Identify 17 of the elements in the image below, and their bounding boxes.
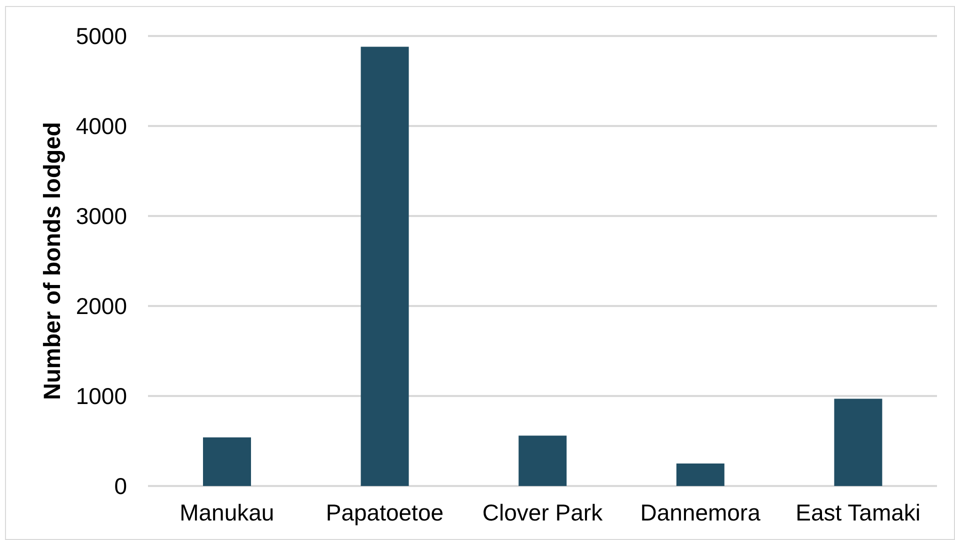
bar (360, 46, 409, 486)
y-axis-title: Number of bonds lodged (39, 122, 65, 400)
bar (518, 436, 567, 486)
x-tick-label: East Tamaki (796, 499, 921, 526)
bar (203, 437, 251, 486)
x-tick-label: Manukau (180, 499, 274, 526)
bar (676, 464, 724, 486)
x-tick-label: Papatoetoe (326, 499, 444, 526)
x-tick-label: Clover Park (482, 499, 604, 526)
y-tick-label: 1000 (76, 383, 127, 410)
bar (834, 398, 882, 486)
y-tick-label: 2000 (76, 293, 127, 320)
x-tick-label: Dannemora (640, 499, 761, 526)
y-tick-label: 4000 (76, 113, 127, 140)
y-tick-label: 0 (114, 473, 127, 500)
y-tick-label: 5000 (76, 23, 127, 50)
y-tick-label: 3000 (76, 203, 127, 230)
